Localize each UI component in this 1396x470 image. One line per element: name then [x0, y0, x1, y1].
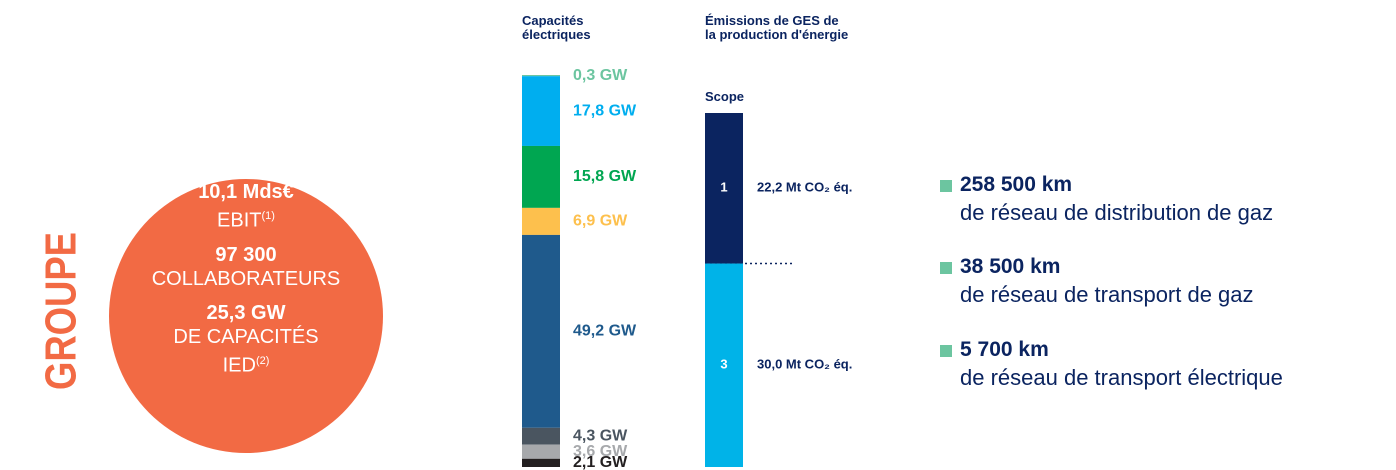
network-label: de réseau de distribution de gaz	[960, 200, 1274, 225]
chart-title: Émissions de GES de la production d'éner…	[705, 13, 849, 42]
figure-label: COLLABORATEURS	[151, 267, 341, 290]
group-figures: 10,1 Mds€ EBIT(1) 97 300 COLLABORATEURS …	[110, 180, 382, 377]
network-label: de réseau de transport électrique	[960, 365, 1283, 390]
figure-value: 25,3 GW	[206, 301, 286, 324]
network-value: 258 500 km	[960, 173, 1073, 196]
value-label: 15,8 GW	[573, 168, 637, 185]
footnote: (2)	[255, 354, 270, 367]
figure-label: DE CAPACITÉS IED(2)	[156, 325, 336, 378]
figure-label: EBIT(1)	[110, 204, 382, 233]
value-label: 2,1 GW	[573, 454, 628, 470]
bar-segment	[522, 76, 560, 146]
bar-segment	[522, 444, 560, 459]
footnote: (1)	[261, 210, 275, 222]
value-label: 4,3 GW	[573, 427, 628, 444]
value-label: 0,3 GW	[573, 67, 628, 84]
bar-segment	[522, 427, 560, 445]
bullet	[940, 345, 952, 357]
chart-title: Capacités électriques	[522, 13, 591, 42]
bullet	[940, 262, 952, 274]
group-label: GROUPE	[37, 232, 86, 390]
bar-segment	[522, 207, 560, 235]
bar-segment	[705, 113, 743, 264]
value-label: 3,6 GW	[573, 443, 628, 460]
bullet	[940, 180, 952, 192]
bar-segment	[705, 263, 743, 467]
bar-segment	[522, 458, 560, 467]
chart-subtitle: Scope	[705, 89, 745, 104]
figure-text: DE CAPACITÉS IED	[173, 325, 319, 377]
bar-segment	[522, 75, 560, 77]
figure-value: 97 300	[215, 243, 277, 266]
value-label: 30,0 Mt CO₂ éq.	[757, 357, 852, 372]
bar-segment	[522, 145, 560, 208]
value-label: 17,8 GW	[573, 102, 637, 119]
value-label: 49,2 GW	[573, 323, 637, 340]
network-label: de réseau de transport de gaz	[960, 282, 1254, 307]
figure-text: EBIT	[217, 209, 262, 232]
figure-value: 10,1 Mds€	[198, 181, 294, 203]
group-circle	[109, 179, 383, 453]
network-value: 5 700 km	[960, 338, 1049, 361]
segment-label: 1	[720, 180, 727, 195]
network-value: 38 500 km	[960, 255, 1061, 278]
value-label: 6,9 GW	[573, 213, 628, 230]
bar-segment	[522, 234, 560, 428]
segment-label: 3	[720, 357, 727, 372]
value-label: 22,2 Mt CO₂ éq.	[757, 180, 852, 195]
